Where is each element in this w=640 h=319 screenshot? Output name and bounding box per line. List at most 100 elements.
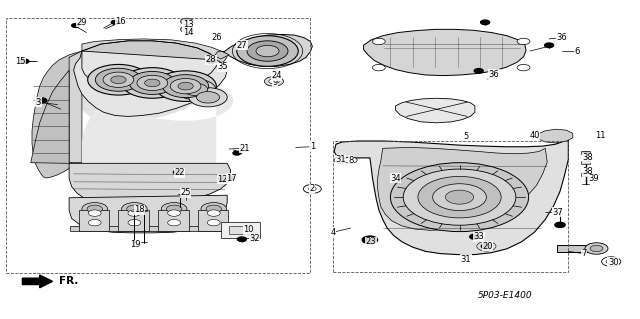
Circle shape [269,79,279,84]
Text: 33: 33 [474,232,484,241]
Circle shape [183,83,207,95]
Bar [581,151,590,154]
Text: FR.: FR. [59,276,78,286]
Text: 27: 27 [237,41,247,50]
Text: 35: 35 [218,63,228,71]
Circle shape [207,210,220,216]
Text: 5P03-E1400: 5P03-E1400 [478,291,533,300]
Circle shape [207,219,220,226]
Polygon shape [69,163,230,204]
Polygon shape [22,275,52,288]
Bar [229,226,253,234]
Circle shape [170,78,201,94]
Circle shape [390,163,529,232]
Circle shape [555,222,565,227]
Circle shape [481,244,492,249]
Circle shape [303,184,321,193]
Text: 36: 36 [557,33,567,42]
Text: 30: 30 [608,258,618,267]
Text: 18: 18 [134,205,145,214]
Bar [581,173,590,176]
Circle shape [517,38,530,45]
Bar [221,222,260,238]
Circle shape [207,59,216,63]
Polygon shape [223,34,312,66]
Circle shape [218,177,227,182]
Bar [118,210,149,231]
Text: 39: 39 [589,174,599,183]
Text: 21: 21 [239,144,250,153]
Text: 11: 11 [595,131,605,140]
Circle shape [545,43,554,48]
Polygon shape [74,51,227,116]
Circle shape [433,184,486,211]
Polygon shape [396,98,475,123]
Circle shape [88,210,101,216]
Circle shape [155,71,216,101]
Circle shape [334,157,347,163]
Circle shape [196,92,220,103]
Bar [6,18,310,273]
Text: 22: 22 [174,168,184,177]
Polygon shape [32,51,83,178]
Text: 5: 5 [463,132,468,141]
Circle shape [82,203,108,215]
Polygon shape [82,85,234,163]
Circle shape [168,219,180,226]
Text: 24: 24 [271,71,282,80]
Circle shape [103,72,134,87]
Circle shape [145,79,160,87]
Circle shape [137,75,168,91]
Text: 17: 17 [227,174,237,182]
Text: 25: 25 [180,189,191,197]
Circle shape [372,64,385,71]
Circle shape [36,98,47,103]
Circle shape [237,237,246,241]
Text: 29: 29 [77,18,87,27]
Text: 28: 28 [206,56,216,64]
Text: 6: 6 [575,47,580,56]
Text: 8: 8 [348,156,353,165]
Polygon shape [538,129,573,143]
Polygon shape [378,147,547,230]
Text: 16: 16 [115,17,125,26]
Circle shape [344,157,357,163]
Text: 20: 20 [483,242,493,251]
Circle shape [127,205,142,213]
Text: 1: 1 [310,142,315,151]
Circle shape [163,75,209,98]
Bar [158,210,189,231]
Circle shape [481,20,490,25]
Text: 14: 14 [183,28,193,37]
Bar [198,210,228,231]
Text: 12: 12 [218,175,228,184]
Polygon shape [334,137,568,255]
Polygon shape [69,195,227,233]
Circle shape [606,259,616,264]
Circle shape [517,64,530,71]
Text: 13: 13 [183,20,193,29]
Text: 9: 9 [273,78,278,87]
Circle shape [308,187,316,191]
Text: 34: 34 [390,174,401,182]
Polygon shape [82,41,216,93]
Circle shape [237,36,298,66]
Circle shape [128,219,141,226]
Circle shape [122,68,183,98]
Bar [333,141,568,272]
Circle shape [590,245,603,252]
Circle shape [585,243,608,254]
Circle shape [227,176,234,180]
Text: 32: 32 [250,234,260,243]
Polygon shape [69,51,82,163]
Circle shape [474,69,483,73]
Text: 19: 19 [131,241,141,249]
Circle shape [418,176,501,218]
Circle shape [180,26,193,33]
Circle shape [168,210,180,216]
Text: 23: 23 [366,237,376,246]
Bar [581,161,590,164]
Text: 10: 10 [243,225,253,234]
Circle shape [175,79,216,100]
Circle shape [129,71,175,94]
